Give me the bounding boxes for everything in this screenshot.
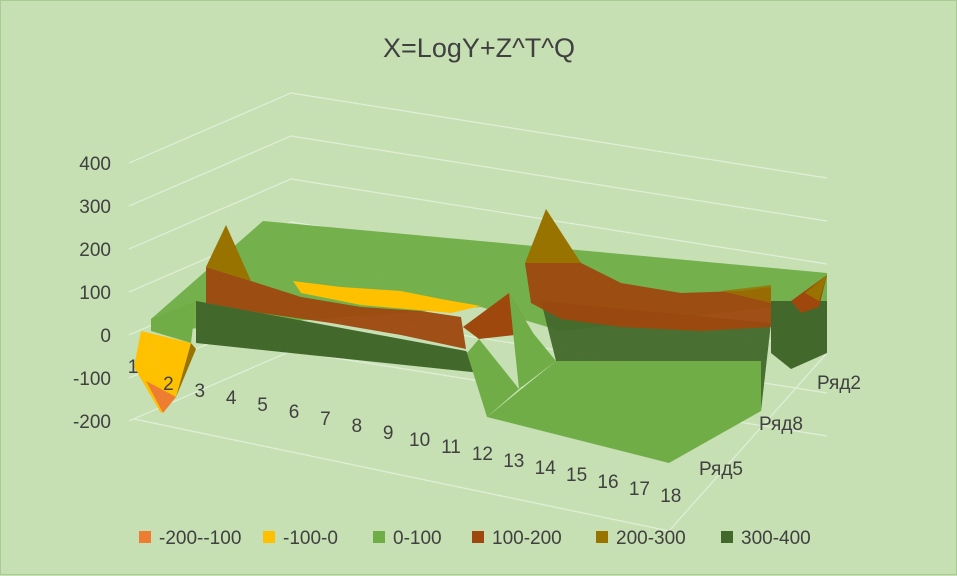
chart-title: X=LogY+Z^T^Q [383,33,575,63]
legend-item: -100-0 [263,528,338,549]
gridline [128,135,828,222]
x-tick-label: 12 [472,444,493,465]
x-tick-label: 10 [409,430,430,451]
surface-band-neg100-0 [293,281,481,313]
legend-item: 0-100 [373,528,442,549]
x-tick-label: 3 [195,381,206,402]
legend-swatch [139,531,151,543]
x-tick-label: 11 [441,437,461,458]
surface-band-200-300 [525,209,581,263]
x-tick-label: 17 [629,479,650,500]
x-tick-label: 16 [597,472,618,493]
surface-band-0-100 [509,293,556,389]
x-tick-label: 9 [383,423,394,444]
x-tick-label: 6 [289,402,300,423]
x-tick-label: 18 [660,486,681,507]
surface-band-200-300 [805,275,827,301]
z-tick-label: -100 [73,369,111,390]
surface-band-0-100 [467,339,519,417]
legend-swatch [472,531,484,543]
legend: -200--100 -100-0 0-100 100-200 200-300 300-40… [139,528,811,549]
surface-band-neg200-neg100 [146,381,176,413]
z-tick-label: 300 [79,197,111,218]
legend-swatch [263,531,275,543]
x-tick-label: 8 [352,416,363,437]
series-axis-ticks: Ряд5 Ряд8 Ряд2 [699,373,861,480]
x-tick-label: 15 [566,465,587,486]
surface-band-100-200 [206,267,466,349]
x-tick-label: 1 [128,357,139,378]
surface-band-0-100 [151,301,196,343]
surface-band-200-300 [206,225,251,281]
z-tick-label: 200 [79,240,111,261]
gridline [128,92,828,179]
floor-edge [133,352,828,532]
x-axis-ticks: 12 3 4 5 6 7 8 9 10 11 12 13 14 15 16 17 18 [128,357,682,507]
legend-item: 100-200 [472,528,562,549]
surface-band-200-300 [721,285,771,303]
surface-band-0-100 [487,361,761,463]
surface-band-200-300 [176,343,196,397]
surface-band-300-400 [196,301,481,373]
x-tick-label: 7 [320,409,331,430]
gridline [128,178,828,265]
x-tick-label: 5 [257,395,268,416]
legend-swatch [596,531,608,543]
surface-plot [134,209,827,463]
legend-label: -200--100 [159,528,241,549]
series-tick-label: Ряд2 [817,373,861,394]
x-tick-label: 14 [535,458,557,479]
legend-item: 200-300 [596,528,686,549]
z-axis-ticks: 400 300 200 100 0 -100 -200 [73,154,111,433]
series-tick-label: Ряд8 [759,414,803,435]
legend-label: 300-400 [741,528,811,549]
z-tick-label: 0 [100,326,111,347]
x-tick-label: 2 [163,374,174,395]
surface-band-100-200 [525,263,771,331]
surface-band-300-400 [771,301,827,369]
legend-item: 300-400 [721,528,811,549]
x-tick-label: 4 [226,388,237,409]
legend-label: 100-200 [492,528,562,549]
legend-swatch [373,531,385,543]
legend-label: 200-300 [616,528,686,549]
z-tick-label: -200 [73,412,111,433]
legend-item: -200--100 [139,528,241,549]
z-tick-label: 400 [79,154,111,175]
legend-label: 0-100 [393,528,442,549]
legend-label: -100-0 [283,528,338,549]
x-tick-label: 13 [503,451,524,472]
series-tick-label: Ряд5 [699,459,743,480]
surface-band-neg100-0 [141,331,191,397]
legend-swatch [721,531,733,543]
z-tick-label: 100 [79,283,111,304]
